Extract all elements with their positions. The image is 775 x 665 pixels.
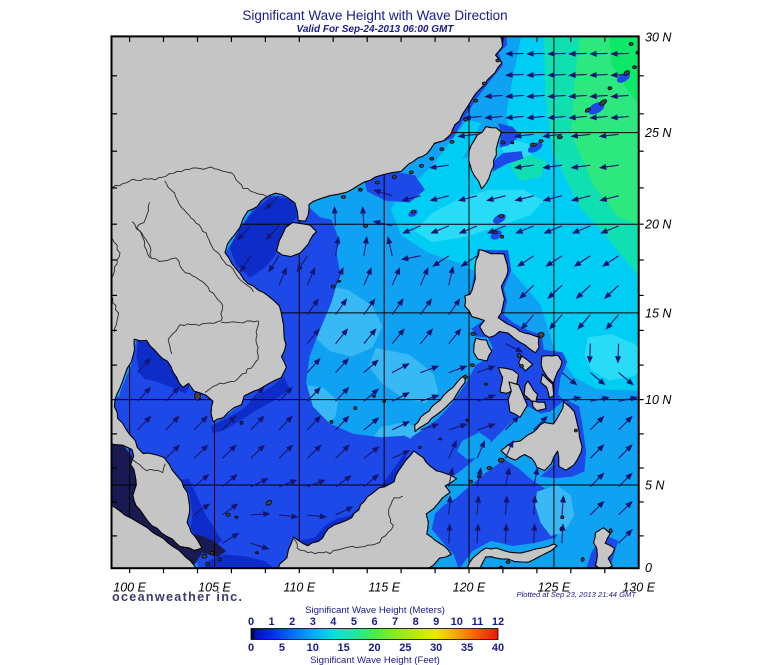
svg-text:15: 15: [337, 642, 349, 654]
svg-text:10: 10: [451, 616, 463, 628]
svg-text:5 N: 5 N: [645, 479, 665, 493]
svg-text:130 E: 130 E: [622, 581, 655, 595]
svg-text:20: 20: [368, 642, 380, 654]
svg-text:7: 7: [392, 616, 398, 628]
svg-text:15 N: 15 N: [645, 306, 672, 320]
svg-text:12: 12: [492, 616, 504, 628]
svg-text:105 E: 105 E: [198, 581, 231, 595]
svg-text:4: 4: [330, 616, 337, 628]
svg-text:0: 0: [645, 561, 652, 575]
svg-text:0: 0: [248, 616, 254, 628]
svg-text:Significant Wave Height (Feet): Significant Wave Height (Feet): [310, 655, 440, 665]
svg-text:5: 5: [351, 616, 357, 628]
svg-text:oceanweather inc.: oceanweather inc.: [112, 590, 243, 604]
svg-text:9: 9: [433, 616, 439, 628]
svg-text:Valid For Sep-24-2013 06:00 GM: Valid For Sep-24-2013 06:00 GMT: [297, 24, 455, 35]
svg-text:25: 25: [399, 642, 411, 654]
svg-text:Plotted at Sep 23, 2013 21:44: Plotted at Sep 23, 2013 21:44 GMT: [517, 590, 638, 599]
svg-text:10: 10: [307, 642, 319, 654]
svg-text:25 N: 25 N: [644, 126, 672, 140]
svg-text:3: 3: [310, 616, 316, 628]
svg-text:Significant Wave Height with W: Significant Wave Height with Wave Direct…: [242, 8, 507, 23]
svg-text:Significant Wave Height (Meter: Significant Wave Height (Meters): [305, 605, 445, 616]
svg-text:40: 40: [492, 642, 504, 654]
svg-text:125 E: 125 E: [538, 581, 571, 595]
svg-text:10 N: 10 N: [645, 393, 672, 407]
svg-text:2: 2: [289, 616, 295, 628]
svg-text:120 E: 120 E: [453, 581, 486, 595]
svg-text:6: 6: [371, 616, 377, 628]
svg-text:30 N: 30 N: [645, 31, 672, 45]
svg-text:115 E: 115 E: [368, 581, 400, 595]
svg-text:110 E: 110 E: [283, 581, 315, 595]
svg-text:0: 0: [248, 642, 254, 654]
svg-text:11: 11: [472, 616, 484, 628]
svg-text:30: 30: [430, 642, 442, 654]
svg-text:8: 8: [413, 616, 419, 628]
svg-text:5: 5: [279, 642, 285, 654]
svg-text:1: 1: [269, 616, 275, 628]
svg-text:35: 35: [461, 642, 473, 654]
svg-text:20 N: 20 N: [644, 218, 672, 232]
svg-text:100 E: 100 E: [113, 581, 146, 595]
